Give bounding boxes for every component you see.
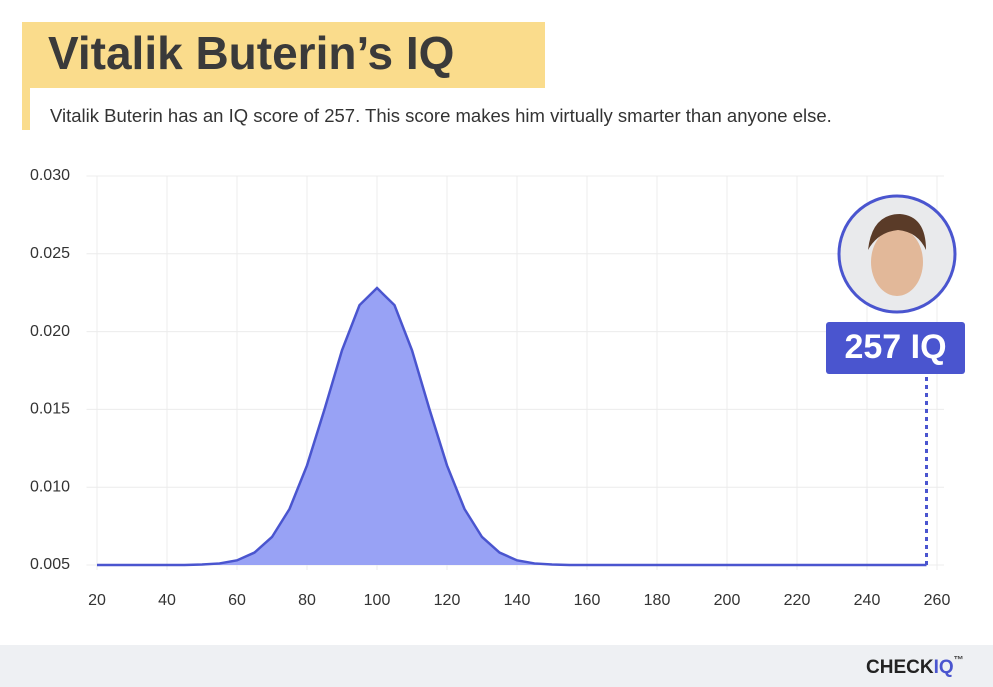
x-tick-label: 80 (298, 592, 316, 609)
y-tick-label: 0.015 (30, 401, 70, 418)
brand-check: CHECK (866, 657, 934, 678)
brand: CHECKIQ™ (866, 655, 964, 678)
x-tick-label: 140 (504, 592, 531, 609)
chart-subtitle: Vitalik Buterin has an IQ score of 257. … (50, 105, 832, 126)
y-tick-label: 0.005 (30, 556, 70, 573)
y-tick-label: 0.025 (30, 245, 70, 262)
brand-iq: IQ (934, 657, 954, 678)
x-tick-label: 60 (228, 592, 246, 609)
area (97, 288, 927, 565)
marker-label-box (826, 322, 965, 374)
photo (837, 194, 957, 314)
x-tick-label: 200 (714, 592, 741, 609)
x-tick-label: 40 (158, 592, 176, 609)
title-box (22, 22, 545, 88)
subtitle-bar (22, 88, 30, 130)
x-tick-label: 240 (854, 592, 881, 609)
y-tick-label: 0.020 (30, 323, 70, 340)
chart-title: Vitalik Buterin’s IQ (48, 27, 454, 79)
marker-label: 257 IQ (844, 328, 946, 366)
x-tick-label: 20 (88, 592, 106, 609)
x-tick-label: 100 (364, 592, 391, 609)
brand-tm: ™ (954, 655, 964, 666)
curve (97, 286, 927, 567)
photo-hair (868, 214, 926, 250)
x-tick-label: 260 (924, 592, 951, 609)
plot: 0.005 0.010 0.015 0.020 0.025 0.030 20 40 60 80 10… (30, 167, 965, 609)
x-tick-label: 220 (784, 592, 811, 609)
y-tick-label: 0.010 (30, 478, 70, 495)
y-tick-label: 0.030 (30, 167, 70, 184)
x-tick-label: 160 (574, 592, 601, 609)
x-tick-label: 180 (644, 592, 671, 609)
photo-face (871, 228, 923, 296)
footer (0, 645, 993, 687)
x-tick-label: 120 (434, 592, 461, 609)
